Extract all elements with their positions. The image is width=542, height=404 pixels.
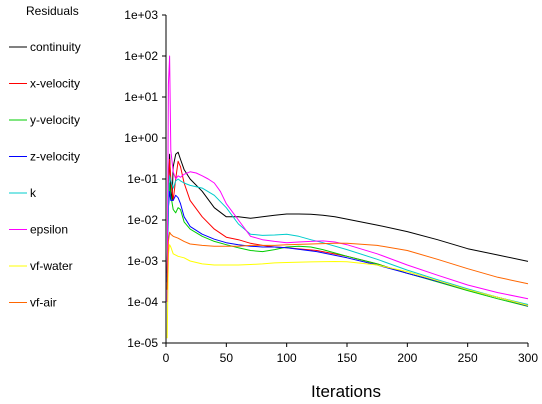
- legend-label-vf-air: vf-air: [30, 296, 57, 310]
- legend-label-z-velocity: z-velocity: [30, 150, 80, 164]
- y-axis-ticks: 1e-05 1e-04 1e-03 1e-02 1e-01 1e+00 1e+01 1e+02…: [124, 8, 166, 350]
- x-tick-label: 50: [220, 351, 234, 365]
- legend-label-y-velocity: y-velocity: [30, 113, 80, 127]
- x-tick-label: 150: [337, 351, 357, 365]
- series-line-vf-water: [166, 244, 529, 339]
- y-tick-label: 1e+03: [124, 8, 158, 22]
- x-tick-label: 0: [163, 351, 170, 365]
- series-line-epsilon: [166, 55, 529, 303]
- x-tick-label: 100: [277, 351, 297, 365]
- y-tick-label: 1e-02: [127, 213, 158, 227]
- series-line-k: [166, 175, 529, 305]
- y-tick-label: 1e+00: [124, 131, 158, 145]
- x-axis-ticks: 0 50 100 150 200 250 300: [163, 343, 538, 365]
- y-tick-label: 1e+01: [124, 90, 158, 104]
- series-group: [166, 55, 529, 339]
- y-tick-label: 1e-04: [127, 295, 158, 309]
- x-tick-label: 200: [397, 351, 417, 365]
- x-axis-title: Iterations: [311, 382, 381, 401]
- x-tick-label: 250: [458, 351, 478, 365]
- y-tick-label: 1e+02: [124, 49, 158, 63]
- series-line-vf-air: [166, 231, 529, 290]
- series-line-z-velocity: [166, 190, 529, 307]
- y-tick-label: 1e-05: [127, 336, 158, 350]
- y-tick-label: 1e-03: [127, 254, 158, 268]
- legend-title: Residuals: [26, 4, 79, 18]
- legend: Residuals continuity x-velocity y-velocity…: [9, 4, 81, 310]
- legend-label-x-velocity: x-velocity: [30, 77, 80, 91]
- x-tick-label: 300: [518, 351, 538, 365]
- plot-area: 1e-05 1e-04 1e-03 1e-02 1e-01 1e+00 1e+01 1e+02…: [124, 8, 538, 365]
- legend-label-epsilon: epsilon: [30, 223, 68, 237]
- legend-label-k: k: [30, 186, 37, 200]
- y-tick-label: 1e-01: [127, 172, 158, 186]
- legend-label-vf-water: vf-water: [30, 259, 73, 273]
- legend-label-continuity: continuity: [30, 40, 81, 54]
